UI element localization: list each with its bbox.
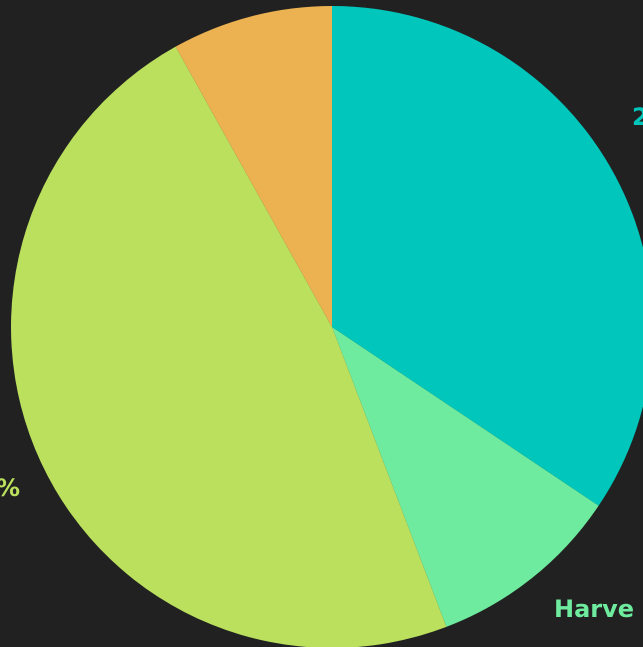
- pie-label-3: %: [0, 474, 20, 502]
- pie-label-1: 2: [632, 103, 643, 131]
- pie-slice-2: [332, 327, 599, 627]
- pie-slice-3: [10, 46, 447, 647]
- pie-label-2: Harve: [554, 595, 634, 623]
- pie-labels: 2 Harve%: [0, 103, 643, 623]
- pie-slices: [10, 6, 643, 647]
- pie-slice-1: [332, 6, 643, 506]
- pie-slice-4: [175, 6, 332, 327]
